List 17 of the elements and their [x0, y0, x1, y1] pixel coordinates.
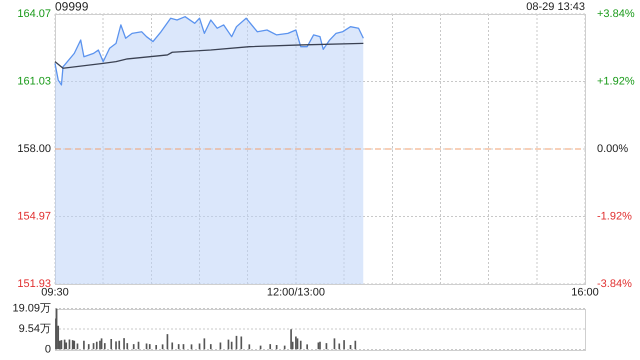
x-tick-label: 09:30: [41, 286, 69, 299]
y-tick-label: 161.03: [17, 76, 51, 88]
y2-tick-label: -1.92%: [597, 210, 632, 223]
y-tick-label: 158.00: [17, 143, 51, 156]
y-tick-label: 9.54万: [18, 323, 51, 336]
y2-tick-label: -3.84%: [597, 278, 632, 290]
chart-title: 09999: [55, 0, 89, 14]
y-tick-label: 154.97: [17, 210, 51, 222]
y-tick-label: 164.07: [17, 8, 51, 20]
y2-tick-label: +3.84%: [597, 8, 635, 20]
y-tick-label: 19.09万: [12, 302, 51, 315]
y2-tick-label: +1.92%: [597, 76, 635, 88]
y-tick-label: 0: [44, 343, 51, 356]
text: 08-29 13:43: [526, 1, 585, 14]
x-tick-label: 12:00/13:00: [266, 286, 325, 299]
x-tick-label: 16:00: [571, 286, 599, 299]
y2-tick-label: 0.00%: [597, 143, 628, 156]
